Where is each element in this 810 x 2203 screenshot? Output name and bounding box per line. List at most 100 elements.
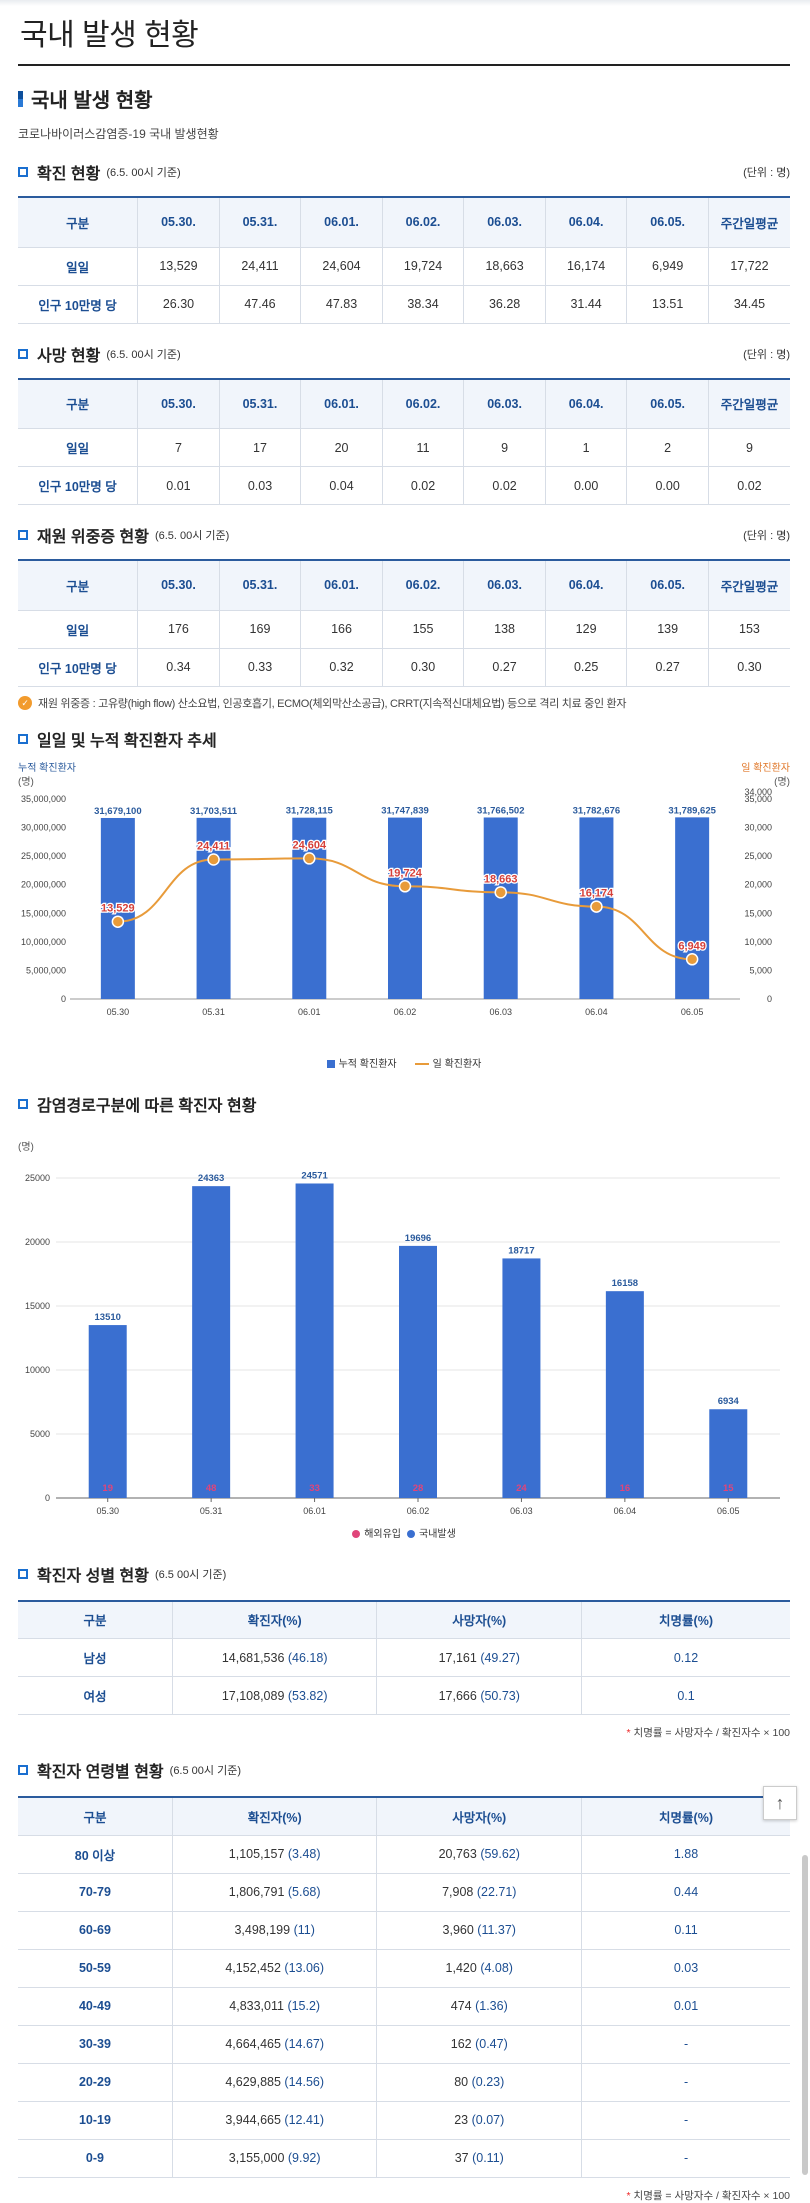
column-header: 06.02. xyxy=(381,378,465,429)
rate-cell: 1.88 xyxy=(581,1834,790,1874)
table-cell: 155 xyxy=(381,609,465,649)
severe-heading-row: 재원 위중증 현황 (6.5. 00시 기준) (단위 : 명) xyxy=(18,523,790,547)
table-cell: 139 xyxy=(626,609,709,649)
row-label: 20-29 xyxy=(18,2062,173,2102)
row-label: 여성 xyxy=(18,1676,173,1715)
table-cell: 6,949 xyxy=(626,246,709,286)
table-cell: 0.02 xyxy=(381,466,465,505)
table-row: 남성 14,681,536 (46.18) 17,161 (49.27) 0.12 xyxy=(18,1638,790,1677)
deaths-count: 37 xyxy=(454,2151,469,2165)
confirmed-cell: 17,108,089 (53.82) xyxy=(171,1676,378,1715)
bar-value-label: 31,766,502 xyxy=(477,805,525,816)
table-row: 일일 7 17 20 11 9 1 2 9 xyxy=(18,428,790,467)
route-chart-svg: (명) 25000 20000 15000 10000 5000 0 13510 19 05.30… xyxy=(18,1141,780,1516)
table-cell: 17 xyxy=(218,428,302,467)
section-heading: 국내 발생 현황 xyxy=(18,84,790,113)
table-cell: 0.04 xyxy=(300,466,383,505)
table-cell: 0.32 xyxy=(300,647,383,687)
table-row: 10-19 3,944,665 (12.41) 23 (0.07) - xyxy=(18,2100,790,2140)
table-cell: 16,174 xyxy=(544,246,628,286)
confirmed-pct: (12.41) xyxy=(284,2113,325,2127)
bar-value-label: 31,679,100 xyxy=(94,805,142,816)
route-title: 감염경로구분에 따른 확진자 현황 xyxy=(37,1097,257,1115)
confirmed-cell: 4,152,452 (13.06) xyxy=(171,1948,378,1988)
row-label: 50-59 xyxy=(18,1948,173,1988)
right-tick-label: 35,000 xyxy=(744,794,772,804)
right-tick-label: 0 xyxy=(767,994,772,1004)
bar-domestic xyxy=(709,1408,748,1498)
deaths-pct: (11.37) xyxy=(477,1923,516,1937)
table-cell: 9 xyxy=(463,428,546,467)
column-header: 사망자(%) xyxy=(376,1796,583,1836)
legend-swatch xyxy=(326,1059,335,1068)
scroll-to-top-button[interactable]: ↑ xyxy=(763,1786,797,1820)
right-tick-label: 34,000 xyxy=(744,787,772,797)
confirmed-count: 4,833,011 xyxy=(229,1999,284,2013)
y-tick-label: 5000 xyxy=(30,1429,50,1439)
confirmed-note: (6.5. 00시 기준) xyxy=(106,167,181,179)
bar-cumulative xyxy=(196,817,231,999)
left-tick-label: 25,000,000 xyxy=(21,851,66,861)
y-tick-label: 15000 xyxy=(25,1301,50,1311)
scrollbar[interactable] xyxy=(802,1855,808,2175)
confirmed-cell: 14,681,536 (46.18) xyxy=(171,1638,378,1677)
row-label: 30-39 xyxy=(18,2024,173,2064)
deaths-cell: 20,763 (59.62) xyxy=(376,1834,583,1874)
rate-cell: 0.44 xyxy=(581,1872,790,1912)
table-cell: 169 xyxy=(218,609,302,649)
column-header: 05.30. xyxy=(137,378,220,429)
bar-cumulative xyxy=(100,817,135,999)
confirmed-count: 1,105,157 xyxy=(228,1847,285,1861)
column-header: 주간일평균 xyxy=(707,378,790,429)
confirmed-cell: 3,155,000 (9.92) xyxy=(171,2138,378,2178)
column-header: 치명률(%) xyxy=(581,1600,790,1639)
rate-cell: 0.01 xyxy=(581,1986,790,2026)
bar-value-label: 31,789,625 xyxy=(668,805,716,816)
left-tick-label: 10,000,000 xyxy=(21,936,66,946)
y-tick-label: 0 xyxy=(45,1493,50,1503)
confirmed-count: 3,155,000 xyxy=(228,2151,285,2165)
table-header-row: 구분 05.30. 05.31. 06.01. 06.02. 06.03. 06.04. 06… xyxy=(18,559,790,611)
severe-footnote: ✓ 재원 위중증 : 고유량(high flow) 산소요법, 인공호흡기, E… xyxy=(18,695,790,711)
bar-cumulative xyxy=(388,817,422,999)
right-axis-label: 일 확진환자 xyxy=(741,762,790,774)
column-header: 구분 xyxy=(18,196,139,248)
legend-dot xyxy=(407,1529,415,1538)
confirmed-pct: (9.92) xyxy=(287,2151,321,2165)
deaths-count: 7,908 xyxy=(442,1885,474,1899)
row-label: 60-69 xyxy=(18,1910,173,1950)
column-header: 사망자(%) xyxy=(376,1600,583,1639)
deaths-pct: (0.47) xyxy=(475,2037,508,2051)
rate-cell: - xyxy=(581,2024,790,2064)
section-title: 국내 발생 현황 xyxy=(31,90,153,112)
column-header: 구분 xyxy=(18,1796,173,1836)
table-cell: 176 xyxy=(137,609,220,649)
bar-value-label: 6934 xyxy=(718,1396,740,1407)
table-cell: 0.00 xyxy=(544,466,628,505)
table-cell: 19,724 xyxy=(381,246,465,286)
bar-value-label: 16158 xyxy=(612,1278,638,1289)
deaths-cell: 1,420 (4.08) xyxy=(376,1948,583,1988)
daily-value-label: 18,663 xyxy=(484,873,518,885)
deaths-pct: (22.71) xyxy=(476,1885,517,1899)
deaths-cell: 80 (0.23) xyxy=(376,2062,583,2102)
table-cell: 0.03 xyxy=(218,466,302,505)
y-tick-label: 25000 xyxy=(25,1173,50,1183)
column-header: 06.01. xyxy=(300,559,383,611)
table-cell: 0.27 xyxy=(626,647,709,687)
overseas-value-label: 33 xyxy=(309,1483,320,1494)
rate-cell: - xyxy=(581,2100,790,2140)
bar-domestic xyxy=(88,1324,127,1498)
bar-domestic xyxy=(502,1257,541,1498)
rate-cell: 0.1 xyxy=(581,1676,790,1715)
confirmed-cell: 4,629,885 (14.56) xyxy=(171,2062,378,2102)
table-row: 30-39 4,664,465 (14.67) 162 (0.47) - xyxy=(18,2024,790,2064)
table-cell: 7 xyxy=(137,428,220,467)
left-tick-label: 5,000,000 xyxy=(26,965,66,975)
confirmed-pct: (46.18) xyxy=(287,1650,328,1665)
deaths-count: 474 xyxy=(450,1999,472,2013)
square-bullet-icon xyxy=(18,1765,28,1775)
legend-label: 국내발생 xyxy=(419,1528,456,1540)
column-header: 06.05. xyxy=(626,559,709,611)
table-cell: 166 xyxy=(300,609,383,649)
